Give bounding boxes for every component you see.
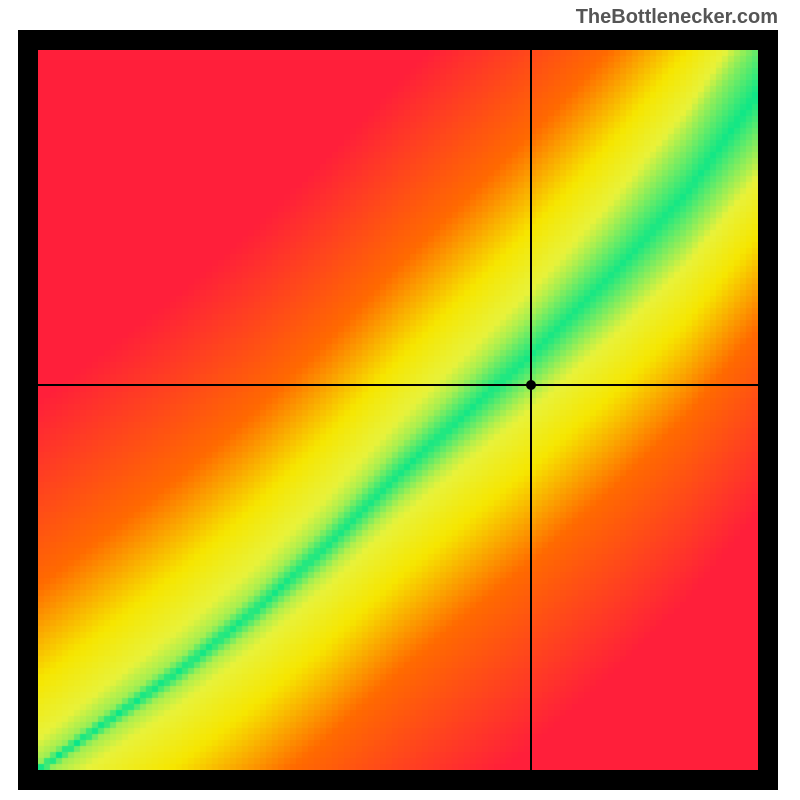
- crosshair-marker: [526, 380, 536, 390]
- crosshair-horizontal: [38, 384, 758, 386]
- chart-border: [18, 30, 778, 790]
- chart-container: TheBottlenecker.com: [0, 0, 800, 800]
- chart-area: [38, 50, 758, 770]
- watermark-text: TheBottlenecker.com: [576, 6, 778, 29]
- heatmap-canvas: [38, 50, 758, 770]
- crosshair-vertical: [530, 50, 532, 770]
